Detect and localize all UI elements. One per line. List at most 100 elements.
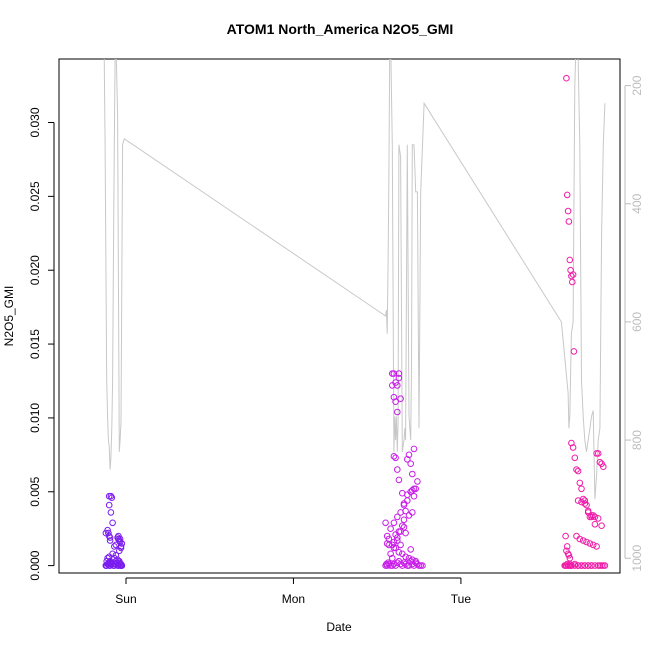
data-point	[109, 550, 116, 558]
data-point	[412, 557, 420, 565]
data-point	[419, 562, 426, 569]
data-point	[569, 444, 577, 451]
data-point	[392, 544, 399, 552]
data-point	[576, 535, 584, 543]
data-point	[583, 538, 590, 546]
data-point	[410, 492, 418, 500]
pressure-line	[103, 59, 606, 500]
data-point	[105, 532, 113, 540]
chart-title: ATOM1 North_America N2O5_GMI	[227, 21, 454, 37]
n2o5-points-series	[102, 74, 609, 569]
data-point	[566, 256, 574, 264]
data-point	[574, 467, 582, 475]
data-point	[382, 519, 389, 527]
data-point	[390, 453, 398, 460]
data-point	[576, 479, 584, 487]
data-point	[397, 528, 404, 535]
data-point	[591, 521, 599, 528]
data-point	[409, 487, 416, 494]
data-point	[578, 562, 585, 569]
data-point	[584, 562, 592, 569]
data-point	[414, 478, 421, 485]
data-point	[116, 535, 124, 543]
data-point	[405, 451, 413, 459]
data-point	[118, 562, 126, 569]
data-point	[394, 382, 401, 389]
data-point	[106, 537, 114, 544]
data-point	[563, 543, 571, 550]
data-point	[578, 498, 585, 506]
data-point	[394, 534, 401, 541]
x-tick-label: Tue	[451, 592, 472, 606]
data-point	[385, 535, 393, 543]
y-tick-label: 0.005	[28, 476, 42, 506]
data-point	[565, 218, 573, 225]
data-point	[108, 494, 116, 502]
data-point	[591, 513, 599, 521]
y-axis-left: 0.000 0.005 0.010 0.015 0.020 0.025 0.030	[28, 107, 55, 581]
data-point	[395, 549, 403, 556]
data-point	[574, 562, 582, 569]
data-point	[394, 408, 401, 416]
data-point	[106, 534, 114, 541]
data-point	[600, 463, 607, 471]
data-point	[598, 522, 605, 530]
data-point	[581, 500, 589, 507]
x-axis-label: Date	[326, 620, 352, 634]
data-point	[596, 458, 604, 466]
data-point	[569, 278, 576, 286]
data-point	[581, 497, 589, 504]
data-point	[589, 541, 597, 549]
y-tick-label: 0.015	[28, 329, 42, 359]
data-point	[112, 541, 120, 549]
data-point	[390, 519, 398, 527]
data-point	[392, 454, 399, 462]
data-point	[404, 456, 411, 463]
plot-frame	[58, 58, 621, 574]
y-tick-label: 0.020	[28, 255, 42, 285]
data-point	[570, 348, 578, 355]
data-point	[397, 541, 404, 549]
data-point	[383, 562, 391, 569]
data-point	[112, 552, 120, 559]
y-tick-label: 0.010	[28, 403, 42, 433]
y-axis-label: N2O5_GMI	[2, 286, 16, 347]
data-point	[405, 554, 413, 562]
y2-tick-label: 1000	[630, 545, 644, 572]
data-point	[395, 374, 403, 382]
data-point	[399, 489, 406, 497]
data-point	[586, 540, 594, 547]
data-point	[578, 485, 585, 493]
data-point	[390, 560, 398, 568]
data-point	[399, 522, 406, 530]
data-point	[581, 562, 589, 569]
data-point	[400, 516, 408, 524]
y2-tick-label: 400	[630, 193, 644, 213]
data-point	[571, 560, 579, 568]
data-point	[583, 501, 590, 509]
data-point	[389, 562, 396, 569]
data-point	[405, 562, 413, 569]
y2-tick-label: 800	[630, 430, 644, 450]
data-point	[387, 525, 394, 533]
data-point	[584, 507, 592, 515]
data-point	[397, 509, 404, 516]
data-point	[394, 466, 401, 473]
data-point	[601, 562, 609, 569]
y-tick-label: 0.030	[28, 107, 42, 137]
data-point	[565, 552, 573, 559]
data-point	[397, 395, 404, 403]
data-point	[588, 562, 595, 569]
data-point	[390, 393, 398, 401]
y-axis-right: 200 400 600 800 1000	[624, 75, 644, 572]
data-point	[106, 557, 114, 565]
data-point	[390, 538, 398, 546]
pressure-line-series	[103, 59, 606, 500]
y2-tick-label: 200	[630, 75, 644, 95]
data-point	[395, 476, 403, 484]
data-point	[594, 515, 602, 522]
data-point	[564, 207, 572, 215]
data-point	[573, 466, 580, 473]
data-point	[402, 553, 409, 561]
